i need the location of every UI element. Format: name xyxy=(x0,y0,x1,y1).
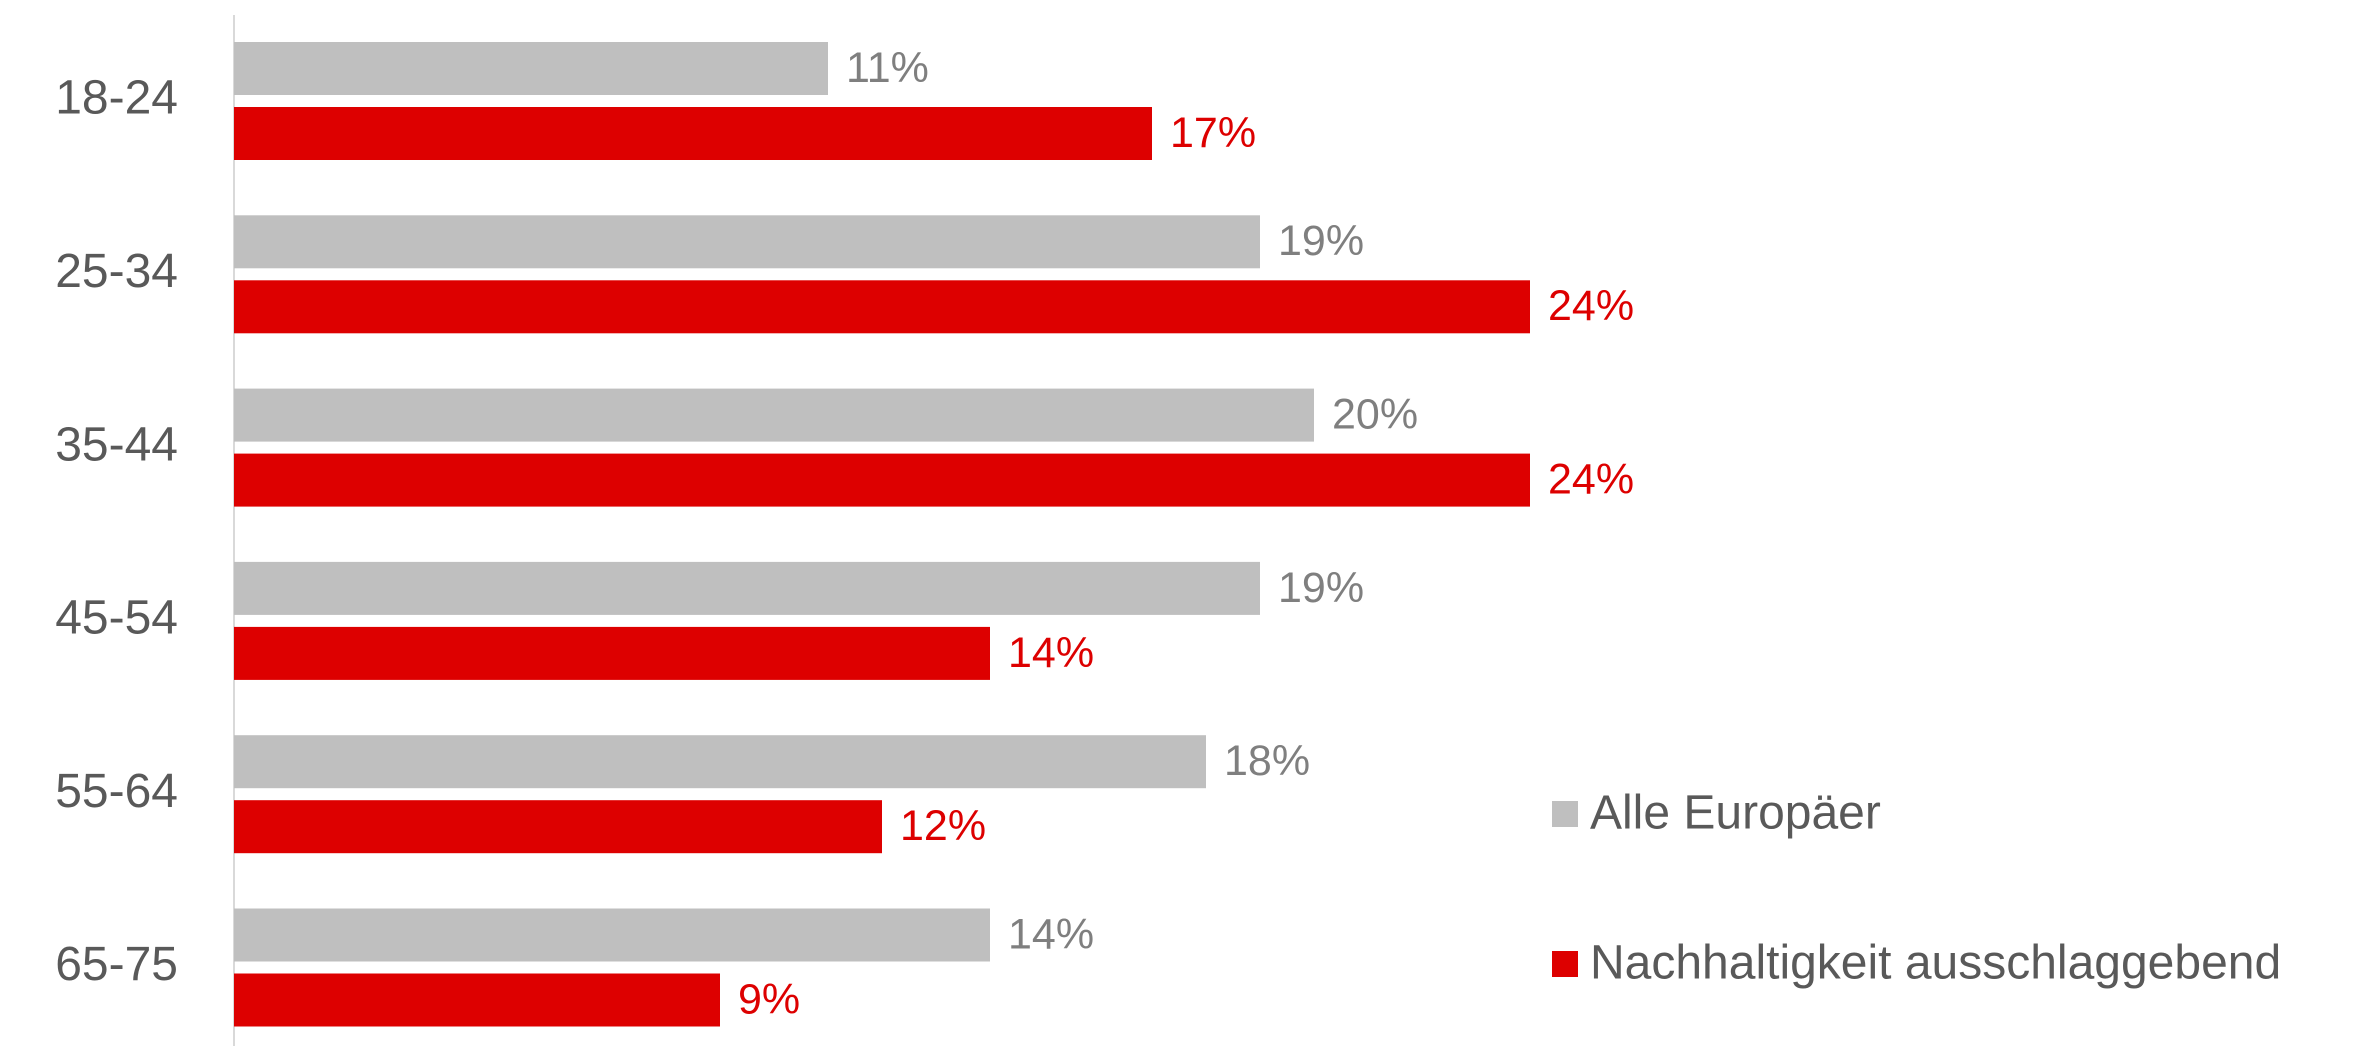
data-label: 19% xyxy=(1278,217,1364,265)
data-label: 19% xyxy=(1278,564,1364,612)
y-tick-label: 65-75 xyxy=(55,938,178,991)
data-label: 24% xyxy=(1548,282,1634,330)
data-label: 14% xyxy=(1008,629,1094,677)
legend-swatch xyxy=(1552,951,1578,977)
bar xyxy=(234,735,1206,789)
bar xyxy=(234,215,1260,269)
bar xyxy=(234,107,1152,160)
data-label: 14% xyxy=(1008,910,1094,958)
legend-label: Nachhaltigkeit ausschlaggebend xyxy=(1590,937,2281,990)
y-tick-label: 55-64 xyxy=(55,765,178,818)
bar xyxy=(234,280,1530,334)
data-label: 17% xyxy=(1170,109,1256,157)
bar xyxy=(234,561,1260,615)
bar xyxy=(234,626,990,680)
data-label: 9% xyxy=(738,975,800,1023)
legend-label: Alle Europäer xyxy=(1590,787,1881,840)
y-tick-label: 45-54 xyxy=(55,592,178,645)
bar xyxy=(234,42,828,95)
data-label: 24% xyxy=(1548,455,1634,503)
bar xyxy=(234,388,1314,442)
data-label: 20% xyxy=(1332,390,1418,438)
y-tick-label: 18-24 xyxy=(55,72,178,125)
bar xyxy=(234,908,990,962)
bar xyxy=(234,453,1530,507)
data-label: 12% xyxy=(900,802,986,850)
data-label: 11% xyxy=(846,44,929,92)
bar xyxy=(234,800,882,854)
bar xyxy=(234,973,720,1027)
data-label: 18% xyxy=(1224,737,1310,785)
y-tick-label: 25-34 xyxy=(55,245,178,298)
legend-swatch xyxy=(1552,801,1578,827)
y-tick-label: 35-44 xyxy=(55,418,178,471)
